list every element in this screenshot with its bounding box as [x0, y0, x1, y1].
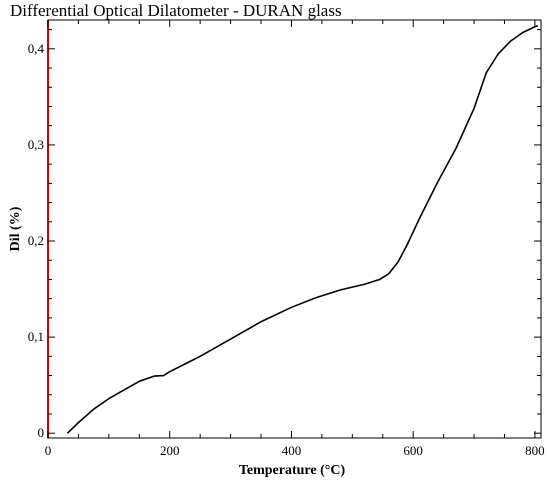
y-axis-label: Dil (%)	[8, 206, 23, 251]
chart-title: Differential Optical Dilatometer - DURAN…	[10, 1, 342, 20]
x-axis-label: Temperature (°C)	[239, 463, 346, 478]
x-tick-label: 600	[403, 443, 423, 458]
y-tick-label: 0	[38, 425, 45, 440]
x-tick-label: 800	[525, 443, 545, 458]
series-line	[66, 25, 539, 434]
x-tick-label: 400	[282, 443, 302, 458]
y-tick-label: 0,4	[28, 41, 45, 56]
x-tick-label: 200	[160, 443, 180, 458]
y-tick-label: 0,3	[28, 137, 44, 152]
y-tick-label: 0,2	[28, 233, 44, 248]
x-tick-label: 0	[45, 443, 52, 458]
ticks-layer: 0 200 400 600 800 0 0,1 0,2 0,3 0,4	[28, 20, 545, 458]
plot-frame	[47, 19, 542, 439]
y-tick-label: 0,1	[28, 329, 44, 344]
